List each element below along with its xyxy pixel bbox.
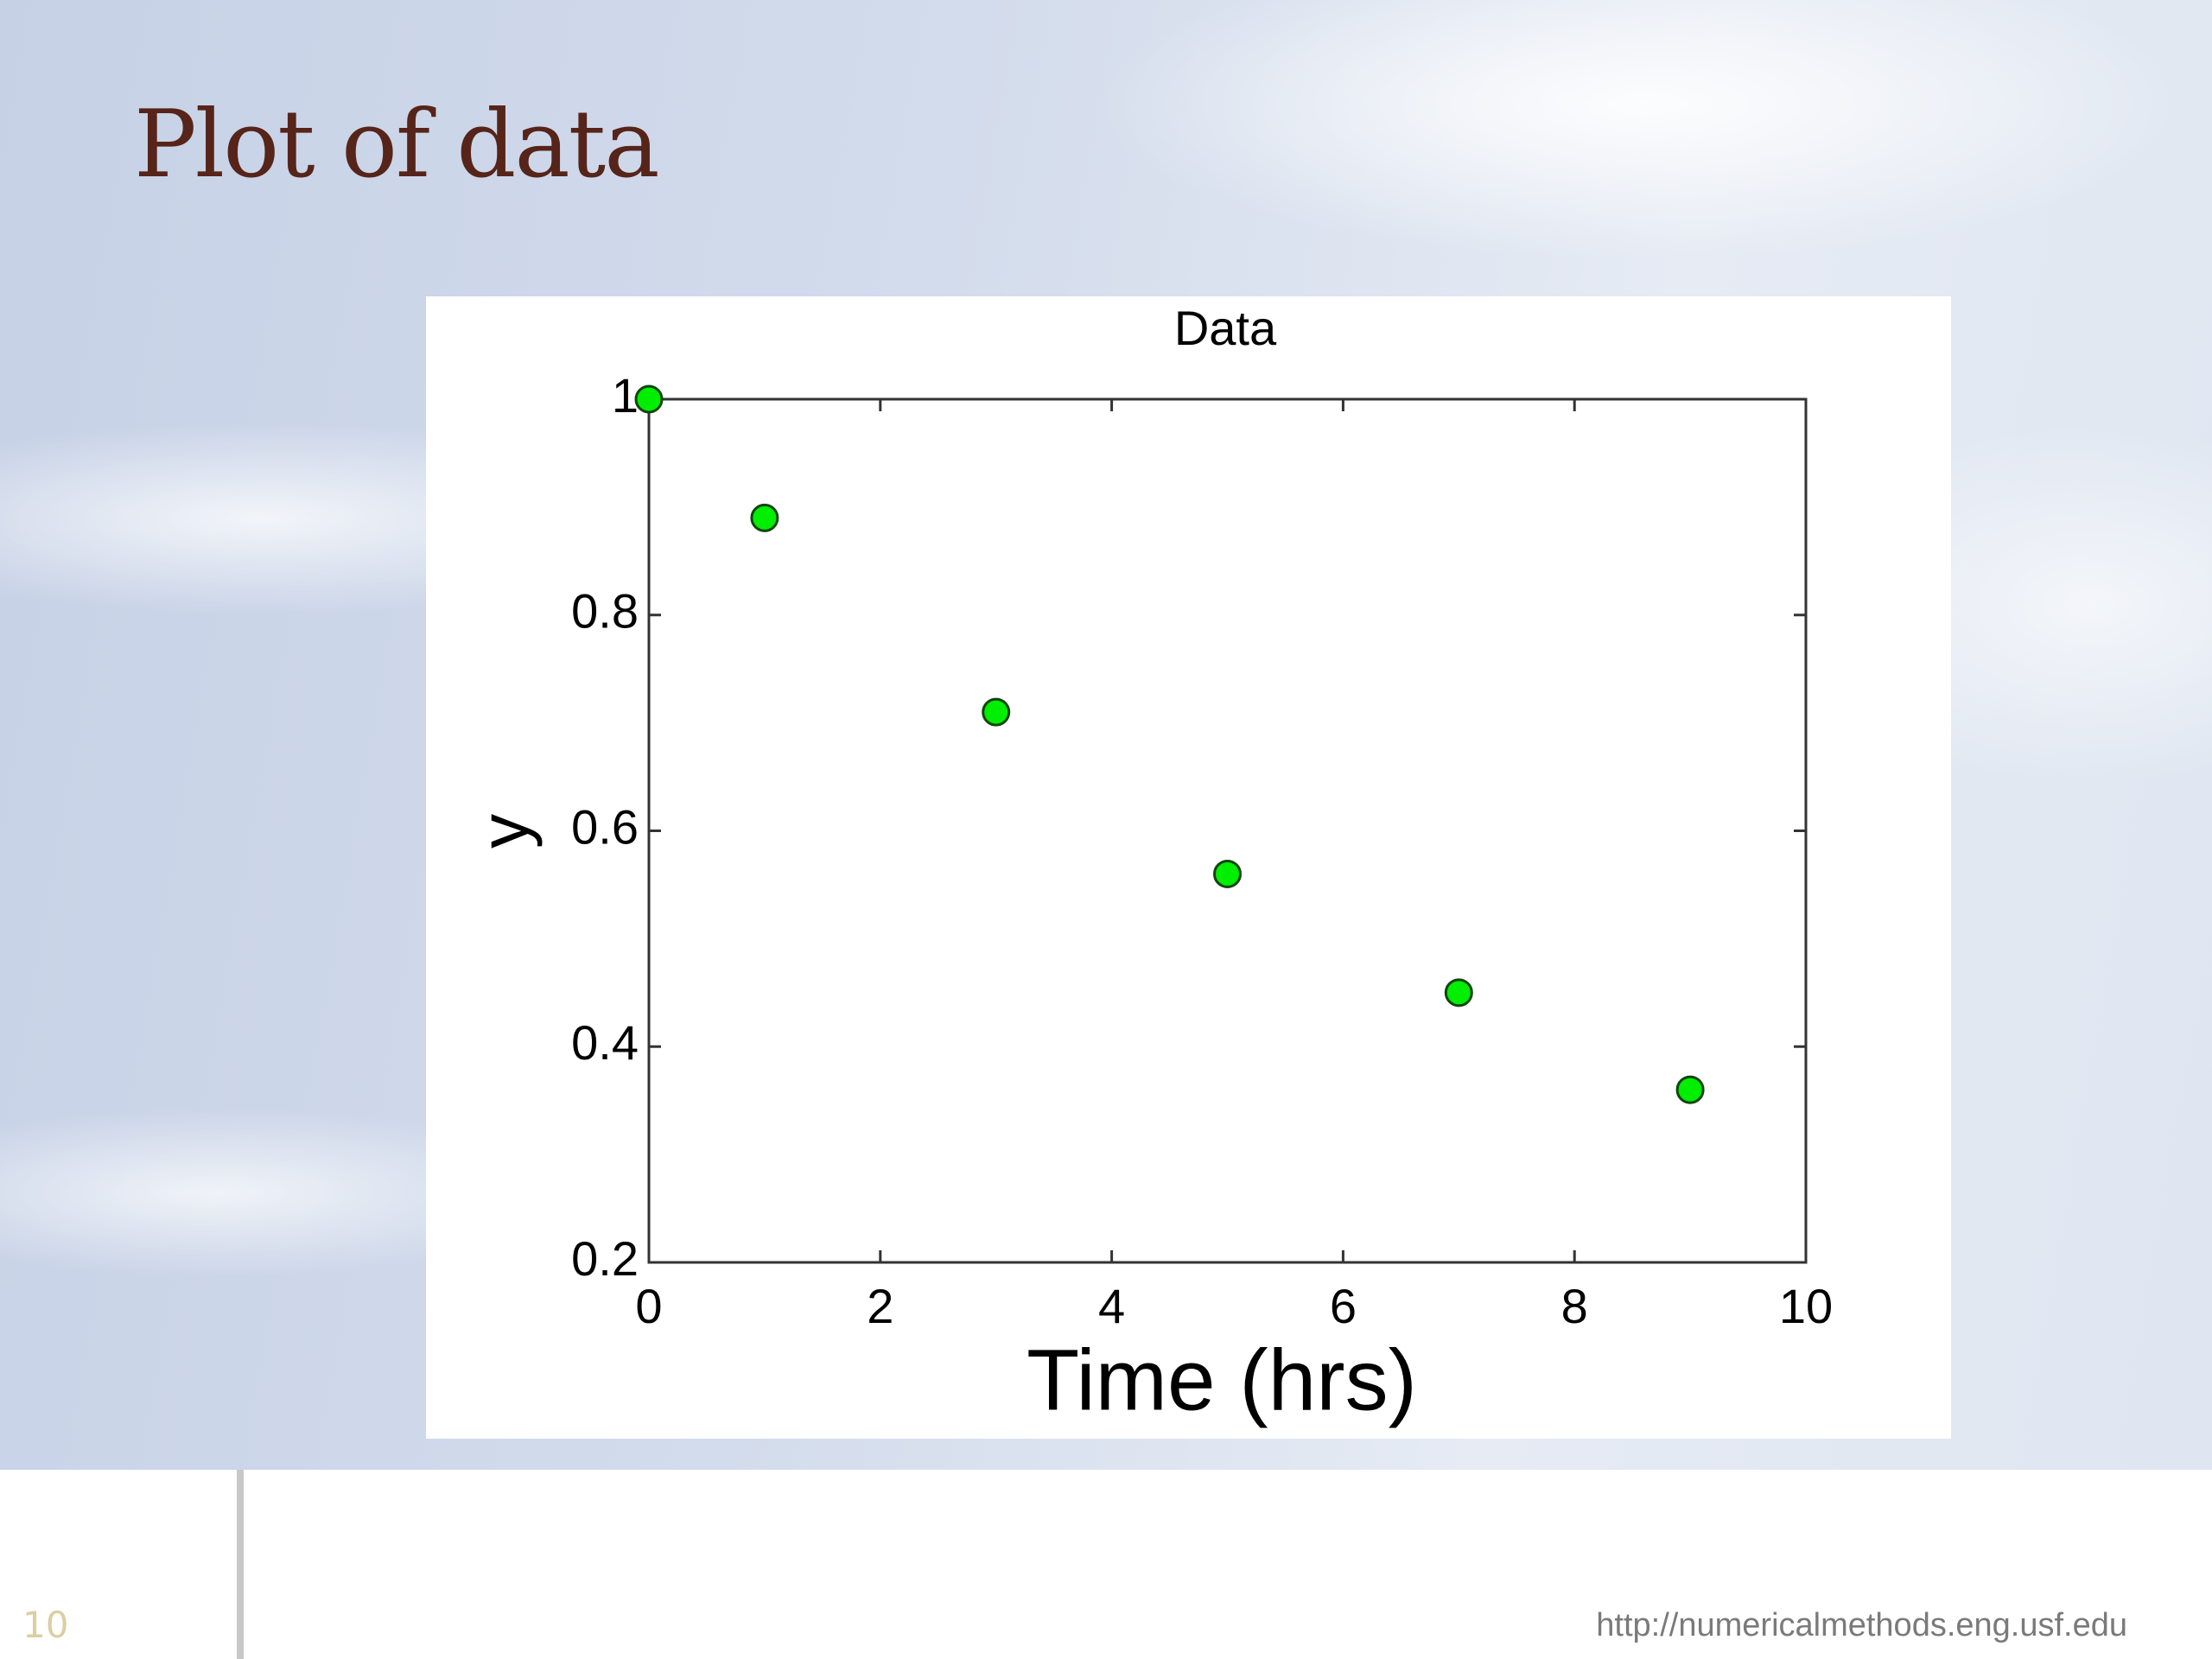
data-point xyxy=(634,385,664,414)
y-axis-label: y xyxy=(466,814,543,849)
chart-panel xyxy=(426,296,1951,1439)
x-tick-label: 2 xyxy=(867,1279,893,1333)
data-point xyxy=(750,503,779,532)
x-tick-label: 6 xyxy=(1330,1279,1357,1333)
data-point xyxy=(1675,1075,1705,1104)
page-number: 10 xyxy=(22,1604,69,1646)
data-point xyxy=(982,697,1011,727)
footer-url: http://numericalmethods.eng.usf.edu xyxy=(1596,1607,2127,1643)
y-tick-label: 0.4 xyxy=(571,1015,639,1070)
chart-title: Data xyxy=(1174,301,1277,355)
y-tick-label: 1 xyxy=(612,368,639,423)
y-tick-label: 0.8 xyxy=(571,584,639,639)
y-tick-label: 0.2 xyxy=(571,1231,639,1286)
divider xyxy=(237,1470,244,1659)
x-tick-label: 8 xyxy=(1561,1279,1588,1333)
x-axis-label: Time (hrs) xyxy=(1027,1332,1417,1428)
x-tick-label: 10 xyxy=(1779,1279,1833,1333)
data-point xyxy=(1213,859,1242,888)
x-tick-label: 4 xyxy=(1098,1279,1125,1333)
data-point xyxy=(1444,978,1473,1007)
slide-title: Plot of data xyxy=(134,91,660,199)
x-tick-label: 0 xyxy=(635,1279,662,1333)
y-tick-label: 0.6 xyxy=(571,799,639,854)
